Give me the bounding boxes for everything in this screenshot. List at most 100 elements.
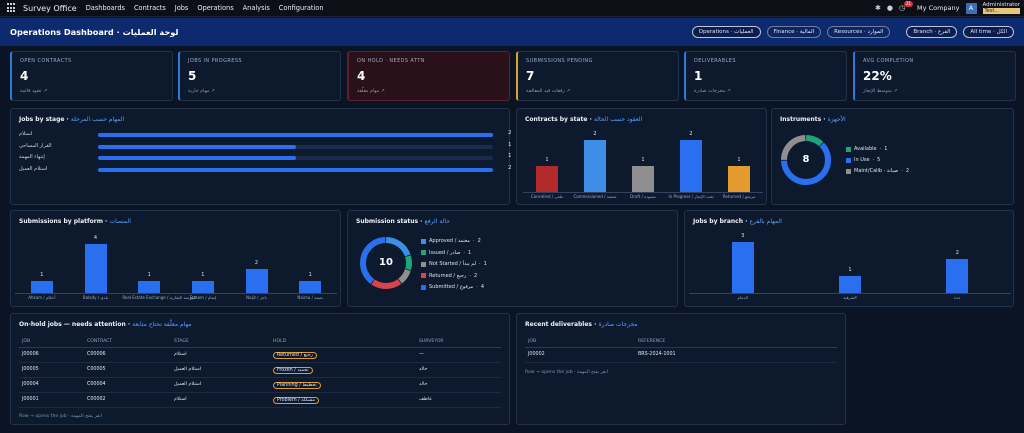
kpi-card[interactable]: JOBS IN PROGRESS 5 مهام جارية ↗: [178, 51, 341, 101]
menu-item-analysis[interactable]: Analysis: [242, 4, 270, 12]
bar[interactable]: [839, 276, 861, 293]
donut-slice[interactable]: [360, 237, 412, 289]
page-title: Operations Dashboard · لوحة العمليات: [10, 27, 179, 37]
contracts-by-state-card: Contracts by state · العقود حسب الحالة 1…: [516, 108, 767, 205]
bar[interactable]: [731, 242, 754, 293]
user-menu[interactable]: Administrator Test...: [982, 2, 1021, 14]
legend-item[interactable]: Maint/Calib · صيانة · 2: [846, 168, 909, 174]
legend-value: 2: [474, 272, 478, 279]
tab-finance[interactable]: Finance · المالية: [766, 26, 822, 38]
apps-grid-icon[interactable]: [7, 3, 17, 13]
bar[interactable]: [680, 140, 702, 192]
kpi-value: 7: [526, 69, 535, 83]
legend-sep: ·: [872, 157, 875, 163]
table-row[interactable]: J00006 C00006 استلام Returned / رجيع —: [19, 348, 501, 363]
company-switcher[interactable]: My Company: [917, 4, 960, 12]
bug-icon[interactable]: ✱: [874, 4, 881, 12]
period-filter[interactable]: All time · الكل: [963, 26, 1014, 38]
user-name: Administrator: [982, 2, 1021, 8]
brand-name[interactable]: Survey Office: [23, 3, 77, 13]
bar-value: 1: [737, 157, 741, 163]
tab-resources[interactable]: Resources · الموارد: [827, 26, 891, 38]
donut-slice[interactable]: [360, 237, 412, 289]
on-hold-table: JOB CONTRACT STAGE HOLD SURVEYOR J00006 C00006…: [19, 336, 501, 408]
legend-item[interactable]: Not Started / لم يبدأ · 1: [421, 261, 487, 267]
cell-stage: استلام العميل: [174, 382, 202, 387]
legend-item[interactable]: In Use · 5: [846, 157, 880, 163]
kpi-subtitle: مخرجات صادرة ↗: [694, 89, 731, 94]
kpi-value: 4: [20, 69, 29, 83]
bar[interactable]: [299, 280, 322, 293]
donut-total: 10: [379, 257, 393, 268]
stage-bar-fill: [98, 156, 296, 160]
legend-item[interactable]: Approved / معتمد · 2: [421, 238, 481, 244]
bar-value: 4: [93, 235, 98, 241]
table-row[interactable]: J00005 C00005 استلام العميل Frozen / تجميد خ…: [19, 363, 501, 378]
kpi-card[interactable]: ON HOLD · NEEDS ATTN 4 مهام معلّقة ↗: [347, 51, 510, 101]
cell-stage: استلام: [174, 352, 187, 357]
cell-hold: Problem / مشكلة: [273, 397, 319, 404]
stage-row[interactable]: استلام 2: [11, 130, 512, 140]
kpi-subtitle: متوسط الإنجاز ↗: [863, 89, 898, 94]
menu-item-operations[interactable]: Operations: [197, 4, 234, 12]
stage-row[interactable]: استلام العميل 2: [11, 165, 512, 175]
legend-item[interactable]: Returned / رجيع · 2: [421, 273, 477, 279]
kpi-card[interactable]: SUBMISSIONS PENDING 7 رفعات قيد المعالجة ↗: [516, 51, 679, 101]
menu-item-contracts[interactable]: Contracts: [133, 4, 166, 12]
stage-label: استلام العميل: [19, 165, 48, 172]
card-title: Submissions by platform · المنصات: [19, 218, 131, 225]
legend-item[interactable]: Submitted / مرفوع · 4: [421, 284, 484, 290]
bar[interactable]: [536, 166, 558, 192]
legend-item[interactable]: Issued / صادر · 1: [421, 250, 471, 256]
menu-item-dashboards[interactable]: Dashboards: [85, 4, 125, 12]
bar-value: 1: [545, 157, 549, 163]
stage-bar-fill: [98, 133, 493, 137]
menu-item-jobs[interactable]: Jobs: [174, 4, 189, 12]
table-row[interactable]: J00002 BRS-2024-1001: [525, 348, 837, 363]
bar-value: 2: [689, 131, 693, 137]
bar[interactable]: [946, 259, 969, 293]
legend-swatch: [421, 261, 426, 267]
bar-label: Draft / مسودة: [630, 194, 656, 199]
avatar[interactable]: A: [965, 2, 977, 14]
table-row[interactable]: J00001 C00002 استلام Problem / مشكلة عاطف: [19, 393, 501, 408]
legend-sep: ·: [472, 238, 475, 244]
legend-item[interactable]: Available · 1: [846, 146, 887, 152]
bar[interactable]: [632, 166, 654, 192]
legend-swatch: [846, 157, 851, 163]
tab-operations[interactable]: Operations · العمليات: [691, 26, 761, 38]
donut-slice[interactable]: [781, 135, 831, 185]
kpi-card[interactable]: OPEN CONTRACTS 4 عقود قائمة ↗: [10, 51, 173, 101]
cell-job: J00002: [528, 352, 545, 357]
kpi-card[interactable]: AVG COMPLETION 22% متوسط الإنجاز ↗: [853, 51, 1016, 101]
bar[interactable]: [138, 280, 161, 293]
stage-row[interactable]: إنتهاء المهمة 1: [11, 153, 512, 163]
legend-sep: ·: [901, 168, 903, 174]
branch-filter[interactable]: Branch · الفرع: [906, 26, 958, 38]
stage-label: استلام: [19, 131, 33, 137]
stage-row[interactable]: القرار المساحي 1: [11, 142, 512, 152]
cell-stage: استلام: [174, 397, 187, 402]
activity-icon[interactable]: ◷ 21: [898, 1, 914, 12]
notification-badge: 21: [903, 1, 914, 7]
column-header: STAGE: [174, 339, 189, 344]
bar[interactable]: [728, 166, 750, 192]
chat-icon[interactable]: ●: [886, 4, 893, 12]
cell-stage: استلام العميل: [174, 367, 202, 372]
bar-label: In Progress / تحت الإنجاز: [668, 194, 714, 199]
menu-item-configuration[interactable]: Configuration: [278, 4, 324, 12]
bar[interactable]: [584, 140, 606, 192]
jobs-by-branch-card: Jobs by branch · المهام بالفرع 3 الدمام 1 ا…: [684, 210, 1014, 307]
kpi-value: 22%: [863, 69, 892, 83]
bar[interactable]: [84, 244, 107, 293]
bar[interactable]: [245, 268, 268, 293]
dashboard-header: Operations Dashboard · لوحة العمليات Ope…: [0, 18, 1024, 46]
table-row[interactable]: J00004 C00004 استلام العميل Planning / تخطي…: [19, 378, 501, 393]
bar-value: 1: [147, 271, 151, 278]
bar[interactable]: [30, 280, 53, 293]
legend-value: 4: [480, 284, 484, 291]
bar-value: 1: [308, 271, 312, 278]
donut-slice[interactable]: [360, 237, 412, 289]
kpi-card[interactable]: DELIVERABLES 1 مخرجات صادرة ↗: [684, 51, 847, 101]
bar[interactable]: [191, 280, 214, 293]
